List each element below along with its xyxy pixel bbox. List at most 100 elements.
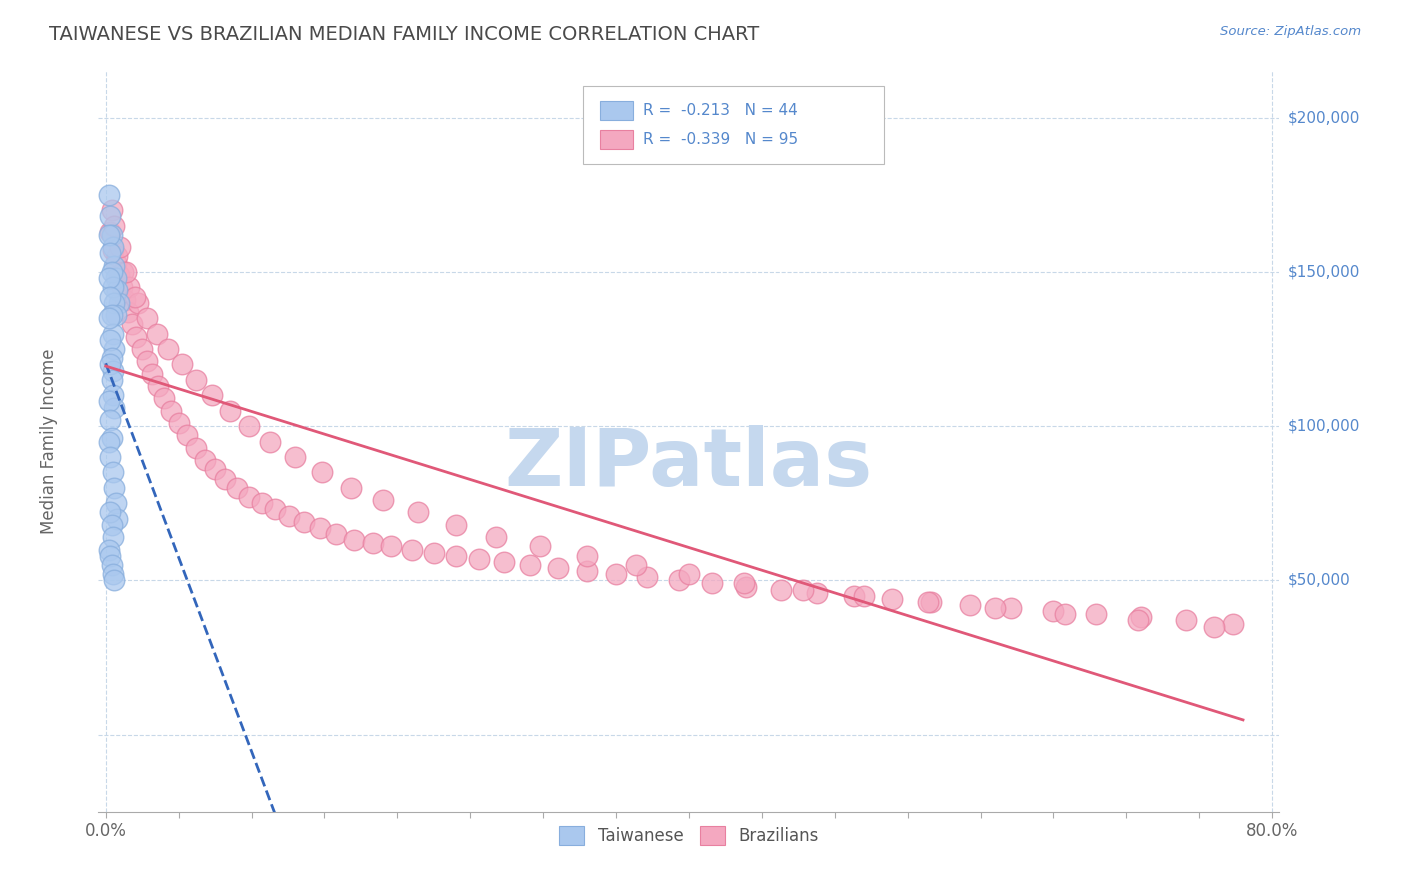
Point [131,342,153,356]
Point [444,517,467,532]
Point [135,354,157,368]
Point [1084,607,1107,622]
Point [678,567,700,582]
Point [547,561,569,575]
Point [668,574,690,588]
Point [108,295,131,310]
Point [125,329,148,343]
Point [100,558,122,572]
Point [103,401,125,415]
Point [97,542,120,557]
Point [226,481,249,495]
Point [103,219,125,233]
Point [309,521,332,535]
Point [575,564,598,578]
Point [115,265,138,279]
Point [184,373,207,387]
Text: $100,000: $100,000 [1288,418,1360,434]
Point [108,268,131,282]
Point [127,295,149,310]
Point [98,289,121,303]
Point [423,546,446,560]
Point [103,574,125,588]
Text: $150,000: $150,000 [1288,264,1360,279]
Point [204,462,226,476]
Point [406,506,429,520]
Point [101,244,124,258]
Point [98,506,121,520]
Point [636,570,658,584]
Point [278,508,301,523]
Point [214,471,236,485]
Point [605,567,627,582]
Point [98,413,121,427]
Point [238,419,260,434]
Point [110,240,132,254]
Point [702,576,724,591]
Point [101,466,124,480]
Point [121,318,143,332]
Point [97,187,120,202]
Point [103,342,125,356]
Point [342,533,364,548]
Point [145,326,167,341]
Text: ZIPatlas: ZIPatlas [505,425,873,503]
Point [98,210,121,224]
Point [97,434,120,449]
Point [184,441,207,455]
Point [100,373,122,387]
Point [101,326,124,341]
Point [444,549,467,563]
Point [100,308,122,322]
Point [105,511,128,525]
FancyBboxPatch shape [582,87,884,164]
Text: $200,000: $200,000 [1288,110,1360,125]
Point [104,271,127,285]
Point [104,308,127,322]
Legend: Taiwanese, Brazilians: Taiwanese, Brazilians [553,819,825,852]
FancyBboxPatch shape [600,102,634,120]
Point [380,540,402,554]
Text: TAIWANESE VS BRAZILIAN MEDIAN FAMILY INCOME CORRELATION CHART: TAIWANESE VS BRAZILIAN MEDIAN FAMILY INC… [49,25,759,44]
FancyBboxPatch shape [600,130,634,149]
Point [920,595,942,609]
Point [97,227,120,242]
Point [100,203,122,218]
Point [97,271,120,285]
Point [157,342,180,356]
Point [98,358,121,372]
Point [1054,607,1077,622]
Point [98,450,121,464]
Point [250,496,273,510]
Text: R =  -0.339   N = 95: R = -0.339 N = 95 [643,132,799,147]
Point [1126,614,1149,628]
Point [100,265,122,279]
Point [959,598,981,612]
Point [339,481,361,495]
Point [101,567,124,582]
Point [880,591,903,606]
Point [769,582,792,597]
Point [98,333,121,347]
Point [101,280,124,294]
Point [101,240,124,254]
Point [1222,616,1244,631]
Point [1202,619,1225,633]
Point [100,351,122,366]
Point [100,517,122,532]
Point [148,379,170,393]
Point [101,388,124,402]
Point [492,555,515,569]
Point [135,311,157,326]
Point [468,551,491,566]
Point [325,527,347,541]
Point [1042,604,1064,618]
Point [105,284,128,298]
Point [1000,601,1022,615]
Point [114,293,136,307]
Point [194,453,217,467]
Point [103,259,125,273]
Point [734,580,756,594]
Point [98,549,121,563]
Point [401,542,423,557]
